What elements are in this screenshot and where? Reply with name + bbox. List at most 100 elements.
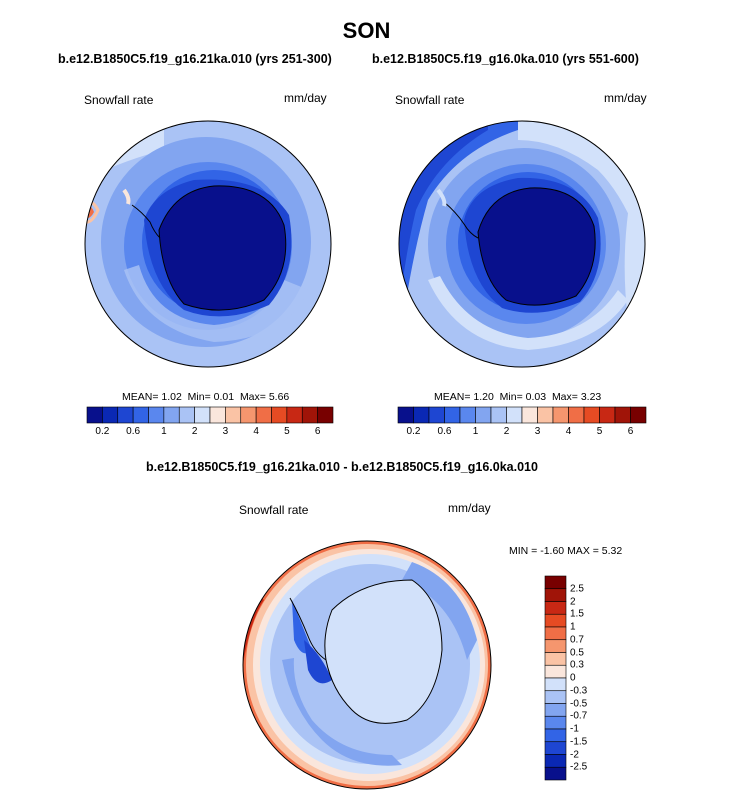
colorbar-label: 2.5 xyxy=(570,583,584,595)
colorbar-label: -2.5 xyxy=(570,761,588,773)
right-colorbar-ticks: 0.2 0.6 1 2 3 4 5 6 xyxy=(398,426,646,440)
colorbar-swatch xyxy=(271,406,288,424)
colorbar-label: -1 xyxy=(570,723,579,735)
colorbar-tick-label: 3 xyxy=(222,426,229,437)
colorbar-tick-label: 0.6 xyxy=(437,426,452,437)
colorbar-swatch xyxy=(490,406,507,424)
colorbar-label: 0.3 xyxy=(570,659,584,671)
right-mean-value: 1.20 xyxy=(473,391,494,403)
left-stats: MEAN= 1.02 Min= 0.01 Max= 5.66 xyxy=(122,391,289,403)
colorbar-label: 1 xyxy=(570,621,576,633)
colorbar-swatch xyxy=(544,715,567,730)
colorbar-swatch xyxy=(544,728,567,743)
colorbar-tick-label: 2 xyxy=(503,426,510,437)
right-variable-label: Snowfall rate xyxy=(395,93,465,107)
colorbar-swatch xyxy=(544,754,567,768)
colorbar-label: 0 xyxy=(570,672,576,684)
colorbar-tick-label: 6 xyxy=(627,426,634,437)
colorbar-swatch xyxy=(552,406,569,424)
colorbar-swatch xyxy=(521,406,538,424)
diff-minmax: MIN = -1.60 MAX = 5.32 xyxy=(509,545,623,557)
colorbar-tick-label: 5 xyxy=(596,426,603,437)
colorbar-label: -2 xyxy=(570,749,579,760)
colorbar-swatch xyxy=(86,406,103,424)
colorbar-swatch xyxy=(301,406,318,424)
colorbar-tick-label: 5 xyxy=(284,426,290,437)
colorbar-swatch xyxy=(544,575,567,590)
left-mean-value: 1.02 xyxy=(161,391,182,403)
right-polar-map xyxy=(398,120,646,368)
left-colorbar xyxy=(86,406,334,424)
colorbar-tick-label: 0.2 xyxy=(406,426,421,437)
colorbar-tick-label: 3 xyxy=(534,426,541,437)
colorbar-swatch xyxy=(255,406,272,424)
colorbar-swatch xyxy=(544,601,567,615)
right-min-label: Min= xyxy=(499,391,523,403)
colorbar-tick-label: 6 xyxy=(314,426,321,437)
colorbar-swatch xyxy=(544,690,567,704)
colorbar-tick-label: 4 xyxy=(253,426,259,437)
diff-units-label: mm/day xyxy=(448,501,491,515)
colorbar-swatch xyxy=(102,406,119,424)
right-colorbar xyxy=(397,406,647,424)
left-run-title: b.e12.B1850C5.f19_g16.21ka.010 (yrs 251-… xyxy=(58,52,332,66)
colorbar-swatch xyxy=(240,406,257,424)
colorbar-swatch xyxy=(428,406,445,424)
colorbar-swatch xyxy=(544,703,567,717)
colorbar-swatch xyxy=(117,406,134,424)
colorbar-swatch xyxy=(630,406,647,424)
colorbar-tick-label: 0.6 xyxy=(126,426,141,437)
colorbar-label: 2 xyxy=(570,596,576,607)
left-min-value: 0.01 xyxy=(213,391,235,403)
colorbar-swatch xyxy=(178,406,195,424)
difference-polar-map xyxy=(242,540,492,790)
colorbar-swatch xyxy=(583,406,600,424)
colorbar-swatch xyxy=(163,406,180,424)
colorbar-swatch xyxy=(132,406,149,424)
colorbar-swatch xyxy=(459,406,476,424)
colorbar-label: -0.7 xyxy=(570,710,588,722)
colorbar-swatch xyxy=(544,766,567,781)
colorbar-swatch xyxy=(413,406,430,424)
colorbar-tick-label: 2 xyxy=(191,426,198,437)
colorbar-swatch xyxy=(209,406,226,424)
right-max-label: Max= xyxy=(551,391,578,403)
colorbar-label: 0.5 xyxy=(570,647,584,658)
left-min-label: Min= xyxy=(187,391,211,403)
right-run-title: b.e12.B1850C5.f19_g16.0ka.010 (yrs 551-6… xyxy=(372,52,639,66)
colorbar-label: 1.5 xyxy=(570,608,584,620)
colorbar-label: -0.3 xyxy=(570,685,588,697)
colorbar-tick-label: 4 xyxy=(565,426,572,437)
colorbar-swatch xyxy=(544,664,567,679)
left-max-value: 5.66 xyxy=(268,391,290,403)
left-units-label: mm/day xyxy=(284,91,327,105)
colorbar-tick-label: 1 xyxy=(161,426,167,437)
colorbar-swatch xyxy=(225,406,242,424)
colorbar-swatch xyxy=(568,406,585,424)
colorbar-swatch xyxy=(544,639,567,653)
colorbar-swatch xyxy=(148,406,165,424)
colorbar-swatch xyxy=(544,626,567,641)
colorbar-tick-label: 1 xyxy=(472,426,479,437)
colorbar-swatch xyxy=(614,406,631,424)
left-colorbar-ticks: 0.2 0.6 1 2 3 4 5 6 xyxy=(87,426,333,440)
colorbar-swatch xyxy=(286,406,303,424)
difference-title: b.e12.B1850C5.f19_g16.21ka.010 - b.e12.B… xyxy=(146,460,538,474)
colorbar-swatch xyxy=(544,677,567,692)
colorbar-swatch xyxy=(599,406,616,424)
diff-variable-label: Snowfall rate xyxy=(239,503,309,517)
right-max-value: 3.23 xyxy=(580,391,602,403)
colorbar-swatch xyxy=(537,406,554,424)
colorbar-swatch xyxy=(444,406,461,424)
left-polar-map xyxy=(84,120,332,368)
left-mean-label: MEAN= xyxy=(122,391,159,403)
colorbar-label: -0.5 xyxy=(570,698,588,709)
colorbar-swatch xyxy=(544,652,567,666)
right-mean-label: MEAN= xyxy=(434,391,471,403)
colorbar-swatch xyxy=(475,406,492,424)
colorbar-swatch xyxy=(544,613,567,628)
colorbar-label: 0.7 xyxy=(570,634,584,646)
left-variable-label: Snowfall rate xyxy=(84,93,154,107)
colorbar-swatch xyxy=(544,588,567,602)
diff-colorbar-labels: 2.5 2 1.5 1 0.7 0.5 0.3 0 -0.3 -0.5 -0.7 -1 -1.5 -2 -2… xyxy=(570,576,610,780)
